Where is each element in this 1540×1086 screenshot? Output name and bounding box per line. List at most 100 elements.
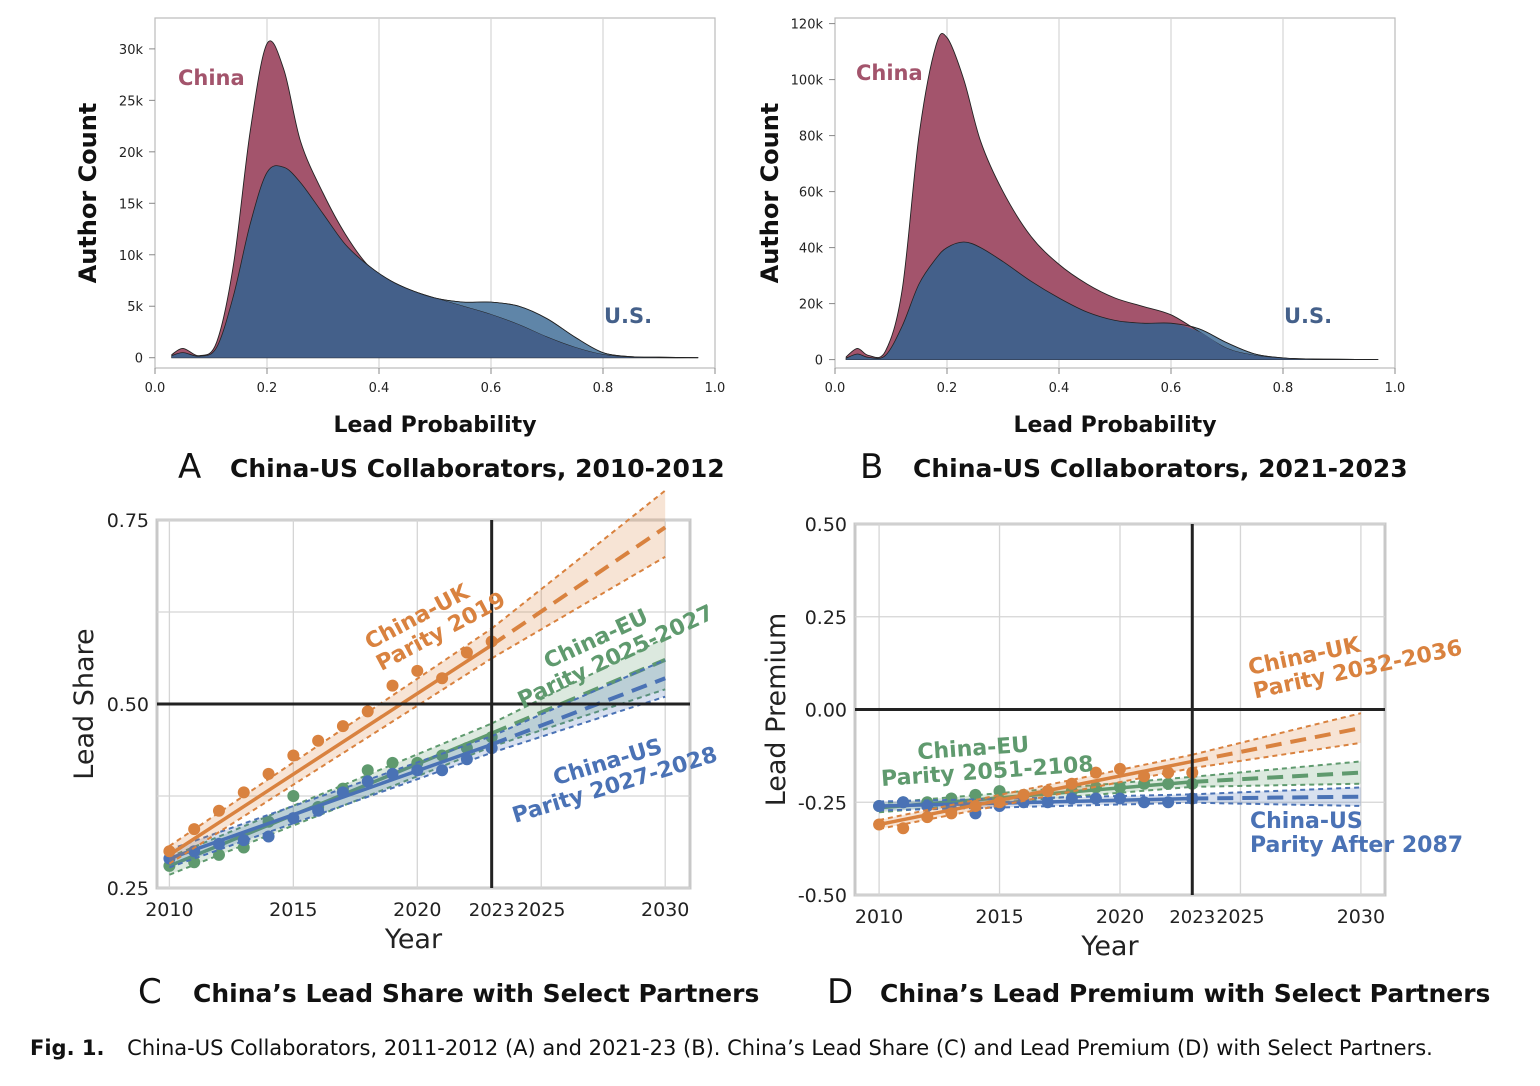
- panel-c-point-uk: [262, 767, 275, 780]
- panel-d-xtick-label: 2015: [975, 906, 1023, 928]
- panel-c-point-eu: [361, 764, 374, 777]
- panel-c-point-eu: [188, 856, 201, 869]
- panel-c-point-us: [386, 767, 399, 780]
- panel-d-point-us: [1089, 792, 1102, 805]
- panel-d-xtick-label: 2025: [1216, 906, 1264, 928]
- panel-a-letter: A: [178, 447, 201, 487]
- panel-c-band-uk: [169, 490, 666, 864]
- panel-d-point-uk: [1162, 766, 1175, 779]
- panel-c-projection-line-uk: [490, 525, 667, 647]
- panel-a-ytick-label: 20k: [119, 146, 144, 161]
- panel-c-point-us: [287, 812, 300, 825]
- panel-b-xtick-label: 0.6: [1161, 381, 1182, 396]
- panel-c-point-uk: [312, 734, 325, 747]
- panel-c-point-uk: [237, 786, 250, 799]
- panel-a-xtick-label: 1.0: [705, 381, 726, 396]
- panel-c-xtick-label: 2023: [469, 900, 515, 921]
- panel-c-point-uk: [411, 664, 424, 677]
- panel-d-point-us: [873, 799, 886, 812]
- panel-d-projection-line-eu: [1192, 770, 1362, 784]
- panel-d-point-eu: [945, 792, 958, 805]
- panel-d-band-lower-eu: [879, 785, 1193, 814]
- panel-b-ytick-label: 40k: [799, 242, 824, 257]
- panel-a-ytick-label: 10k: [119, 249, 144, 264]
- panel-c-band-lower-uk: [168, 657, 493, 865]
- panel-a-us-area: [171, 165, 699, 358]
- panel-c-point-eu: [386, 756, 399, 769]
- panel-a-ytick-label: 25k: [119, 94, 144, 109]
- panel-d-projection-line-uk: [1191, 726, 1362, 764]
- panel-b-x-axis-label: Lead Probability: [1013, 413, 1216, 438]
- panel-c-xtick-label: 2020: [393, 899, 441, 921]
- panel-c-band-lower-uk: [491, 555, 666, 660]
- panel-b-ytick-label: 60k: [799, 186, 824, 201]
- panel-d-point-us: [1162, 796, 1175, 809]
- panel-c-point-us: [361, 775, 374, 788]
- panel-d-title: China’s Lead Premium with Select Partner…: [880, 979, 1490, 1008]
- panel-b-xtick-label: 0.4: [1049, 381, 1070, 396]
- panel-c-point-uk: [188, 823, 201, 836]
- panel-b-xtick-label: 0.2: [937, 381, 958, 396]
- panel-a-xtick-label: 0.0: [145, 381, 166, 396]
- panel-c-projection-line-eu: [490, 657, 666, 736]
- panel-c-point-uk: [336, 720, 349, 733]
- panel-d-xtick-label: 2023: [1169, 907, 1215, 928]
- panel-c-band-upper-us: [491, 658, 666, 738]
- panel-c-band-lower-us: [169, 751, 493, 869]
- panel-c-x-axis-label: Year: [384, 924, 443, 955]
- panel-d-ytick-label: 0.25: [805, 607, 847, 629]
- panel-a-xtick-label: 0.4: [369, 381, 390, 396]
- panel-c-point-us: [312, 804, 325, 817]
- panel-d-point-uk: [993, 796, 1006, 809]
- panel-d-point-uk: [921, 811, 934, 824]
- panel-b-us-area: [846, 242, 1379, 360]
- panel-c-point-us: [411, 764, 424, 777]
- panel-b-title: China-US Collaborators, 2021-2023: [913, 454, 1408, 483]
- panel-b-ytick-label: 0: [815, 354, 823, 369]
- panel-c-xtick-label: 2030: [641, 899, 689, 921]
- panel-d-band-upper-us: [1192, 786, 1361, 796]
- panel-d-y-axis-label: Lead Premium: [761, 613, 792, 807]
- figure-number: Fig. 1.: [30, 1036, 105, 1060]
- panel-d-chart: 2010 2015 2020 2023 2025 2030 -0.50 -0.25 0.00 0.…: [761, 514, 1464, 962]
- panel-c-point-us: [436, 764, 449, 777]
- panel-d-ytick-label: 0.50: [805, 514, 847, 536]
- panel-b-chart: 0.0 0.2 0.4 0.6 0.8 1.0 0 20k 40k 60k 80k 100k 120k L…: [756, 17, 1405, 438]
- figure-caption-text: China-US Collaborators, 2011-2012 (A) an…: [127, 1036, 1433, 1060]
- panel-b-us-label: U.S.: [1284, 304, 1332, 328]
- panel-c-point-us: [212, 837, 225, 850]
- panel-d-point-uk: [969, 799, 982, 812]
- panel-d-point-uk: [1089, 766, 1102, 779]
- panel-d-point-us: [1138, 796, 1151, 809]
- panel-c-band-upper-eu: [169, 722, 493, 859]
- panel-c-point-uk: [436, 672, 449, 685]
- panel-d-letter: D: [827, 972, 853, 1012]
- figure-caption: Fig. 1. China-US Collaborators, 2011-201…: [30, 1036, 1530, 1060]
- panel-c-band-lower-us: [491, 695, 666, 754]
- panel-c-xtick-label: 2010: [145, 899, 193, 921]
- panel-a-ytick-label: 30k: [119, 43, 144, 58]
- panel-a-us-outline: [171, 165, 699, 359]
- panel-c-projection-line-us: [490, 676, 666, 747]
- panel-c-point-uk: [163, 845, 176, 858]
- panel-d-ytick-label: 0.00: [805, 700, 847, 722]
- panel-b-letter: B: [860, 447, 883, 487]
- panel-a-xtick-label: 0.6: [481, 381, 502, 396]
- panel-b-china-label: China: [856, 61, 923, 85]
- panel-c-point-us: [188, 845, 201, 858]
- panel-d-band-upper-us: [879, 793, 1193, 803]
- panel-c-ytick-label: 0.50: [107, 694, 149, 716]
- panel-a-title: China-US Collaborators, 2010-2012: [230, 454, 725, 483]
- panel-d-annotation-us-name: China-US: [1250, 809, 1363, 834]
- panel-b-ytick-label: 80k: [799, 130, 824, 145]
- panel-c-chart: 2010 2015 2020 2023 2025 2030 0.25 0.50 0.75 Year…: [69, 489, 720, 955]
- panel-c-point-us: [336, 786, 349, 799]
- panel-d-point-us: [1065, 792, 1078, 805]
- panel-a-china-label: China: [178, 66, 245, 90]
- panel-a-xtick-label: 0.8: [593, 381, 614, 396]
- panel-d-xtick-label: 2030: [1337, 906, 1385, 928]
- panel-d-point-us: [897, 796, 910, 809]
- panel-c-xtick-label: 2015: [269, 899, 317, 921]
- panel-c-point-uk: [386, 679, 399, 692]
- panel-a-chart: 0.0 0.2 0.4 0.6 0.8 1.0 0 5k 10k 15k 20k 25k 30k Lead…: [74, 17, 726, 438]
